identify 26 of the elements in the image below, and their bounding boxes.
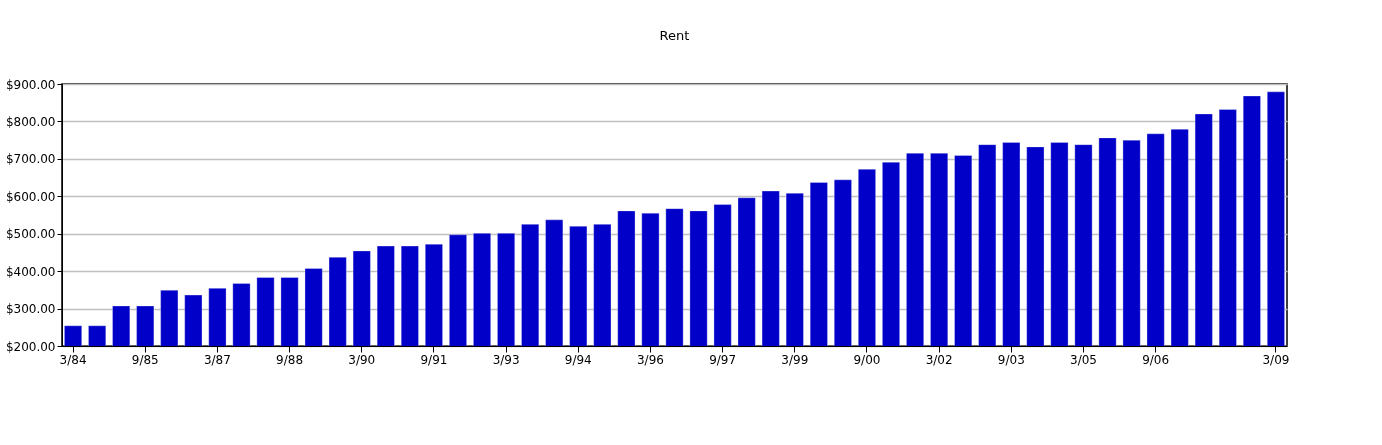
y-tick-label: $600.00 (5, 189, 56, 204)
x-tick-label: 3/84 (59, 352, 87, 367)
x-tick-label: 3/09 (1262, 352, 1290, 367)
x-tick-label: 3/87 (203, 352, 231, 367)
y-tick-label: $900.00 (5, 77, 56, 92)
chart-title: Rent (659, 28, 690, 43)
x-tick-label: 3/99 (781, 352, 809, 367)
x-tick-label: 3/90 (348, 352, 376, 367)
x-tick-label: 9/03 (997, 352, 1025, 367)
y-tick-label: $200.00 (5, 339, 56, 354)
x-tick-label: 9/85 (131, 352, 159, 367)
x-tick-label: 9/91 (420, 352, 448, 367)
x-tick-label: 3/02 (925, 352, 953, 367)
x-tick-label: 3/05 (1070, 352, 1097, 367)
y-tick-label: $800.00 (5, 114, 56, 129)
x-tick-label: 9/94 (564, 352, 592, 367)
y-tick-label: $500.00 (5, 227, 56, 242)
x-tick-label: 9/00 (853, 352, 881, 367)
y-tick-label: $700.00 (5, 152, 56, 167)
x-tick-label: 9/88 (276, 352, 304, 367)
x-tick-label: 9/06 (1142, 352, 1170, 367)
y-tick-label: $400.00 (5, 264, 56, 279)
x-tick-label: 3/96 (636, 352, 664, 367)
x-tick-label: 3/93 (492, 352, 520, 367)
y-tick-label: $300.00 (5, 302, 56, 317)
x-tick-label: 9/97 (709, 352, 737, 367)
